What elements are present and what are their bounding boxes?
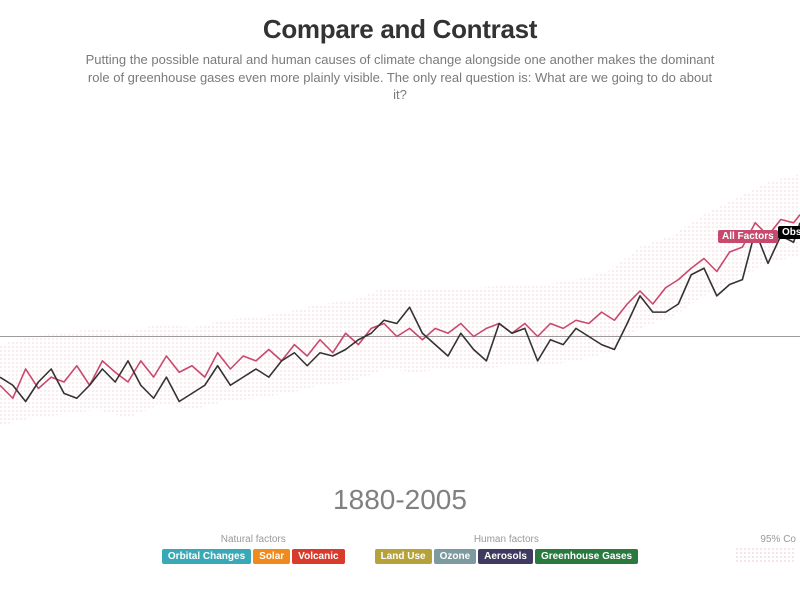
series-label-all_factors: All Factors — [718, 230, 778, 243]
climate-line-chart — [0, 174, 800, 434]
series-label-observed: Obse — [778, 226, 800, 239]
legend-chip-solar[interactable]: Solar — [253, 549, 290, 564]
legend: Natural factors Orbital ChangesSolarVolca… — [0, 534, 800, 564]
confidence-swatch — [736, 548, 796, 564]
legend-chip-aerosols[interactable]: Aerosols — [478, 549, 533, 564]
legend-group-title: Natural factors — [161, 534, 346, 545]
legend-chip-land-use[interactable]: Land Use — [375, 549, 432, 564]
legend-group-1: Human factors Land UseOzoneAerosolsGreenh… — [374, 534, 640, 564]
confidence-legend-label: 95% Co — [716, 534, 796, 545]
legend-chip-orbital-changes[interactable]: Orbital Changes — [162, 549, 251, 564]
chart-area: All FactorsObse — [0, 174, 800, 434]
page-subtitle: Putting the possible natural and human c… — [80, 51, 720, 104]
legend-group-0: Natural factors Orbital ChangesSolarVolca… — [161, 534, 346, 564]
year-range-label: 1880-2005 — [0, 484, 800, 516]
legend-chip-volcanic[interactable]: Volcanic — [292, 549, 344, 564]
confidence-legend: 95% Co — [716, 534, 796, 567]
legend-chip-greenhouse-gases[interactable]: Greenhouse Gases — [535, 549, 638, 564]
page-title: Compare and Contrast — [0, 14, 800, 45]
legend-group-title: Human factors — [374, 534, 640, 545]
legend-chip-ozone[interactable]: Ozone — [434, 549, 477, 564]
